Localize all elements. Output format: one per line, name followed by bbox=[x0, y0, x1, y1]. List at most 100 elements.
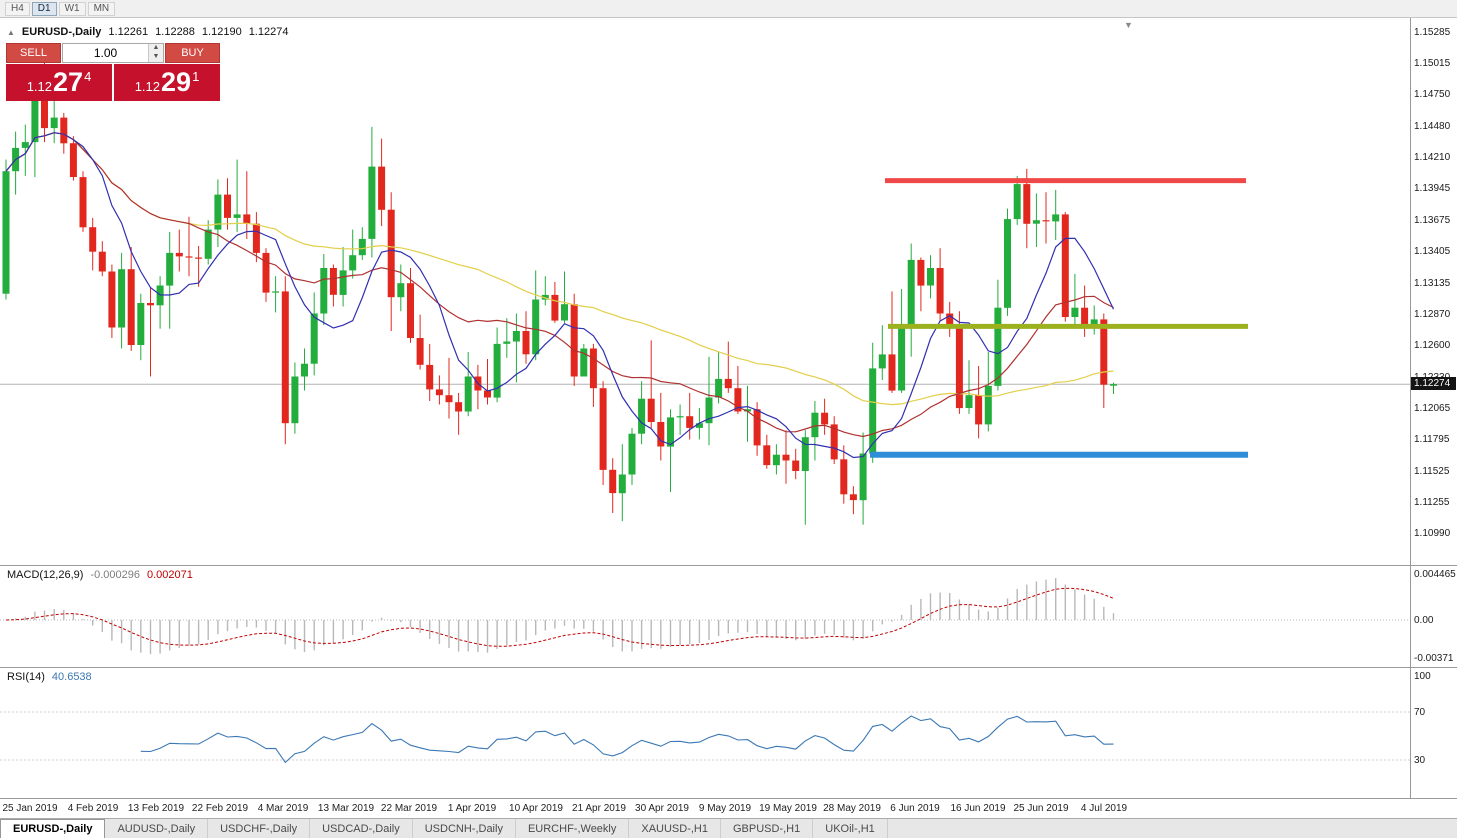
macd-chart[interactable] bbox=[0, 566, 1410, 667]
buy-button[interactable]: BUY bbox=[165, 43, 220, 63]
price-tick-label: 1.12065 bbox=[1414, 403, 1451, 414]
price-tick-label: 1.13945 bbox=[1414, 183, 1451, 194]
date-label: 22 Mar 2019 bbox=[380, 803, 438, 814]
chart-tab-gbpusd-h1[interactable]: GBPUSD-,H1 bbox=[721, 819, 814, 838]
bid-big-digits: 27 bbox=[53, 67, 84, 97]
ohlc-open: 1.12261 bbox=[108, 26, 149, 38]
date-label: 22 Feb 2019 bbox=[191, 803, 249, 814]
timeframe-button-mn[interactable]: MN bbox=[87, 1, 116, 16]
chart-shift-marker-icon[interactable]: ▼ bbox=[1124, 20, 1133, 30]
symbol-ohlc-overlay: ▲ EURUSD-,Daily 1.12261 1.12288 1.12190 … bbox=[7, 26, 288, 38]
current-price-badge: 1.12274 bbox=[1411, 377, 1456, 390]
macd-indicator-panel: MACD(12,26,9) -0.000296 0.002071 0.00446… bbox=[0, 565, 1457, 667]
date-label: 4 Jul 2019 bbox=[1080, 803, 1128, 814]
price-chart[interactable] bbox=[0, 18, 1410, 565]
macd-title: MACD(12,26,9) bbox=[7, 569, 84, 581]
rsi-title: RSI(14) bbox=[7, 671, 45, 683]
date-label: 4 Feb 2019 bbox=[67, 803, 119, 814]
chart-tab-usdchf-daily[interactable]: USDCHF-,Daily bbox=[208, 819, 311, 838]
date-label: 1 Apr 2019 bbox=[447, 803, 497, 814]
macd-histogram bbox=[14, 578, 1115, 655]
price-tick-label: 1.11525 bbox=[1414, 466, 1450, 477]
macd-tick-label: 0.00 bbox=[1414, 615, 1434, 626]
date-label: 6 Jun 2019 bbox=[890, 803, 940, 814]
chart-tab-ukoil-h1[interactable]: UKOil-,H1 bbox=[813, 819, 888, 838]
date-label: 25 Jun 2019 bbox=[1013, 803, 1069, 814]
timeframe-button-d1[interactable]: D1 bbox=[31, 1, 57, 16]
date-label: 9 May 2019 bbox=[698, 803, 752, 814]
price-tick-label: 1.11255 bbox=[1414, 497, 1450, 508]
macd-main-value: -0.000296 bbox=[90, 569, 140, 581]
ask-pipette-digit: 1 bbox=[192, 69, 200, 84]
price-tick-label: 1.12600 bbox=[1414, 340, 1451, 351]
timeframe-button-h4[interactable]: H4 bbox=[5, 1, 30, 16]
price-axis[interactable]: 1.15285 1.15015 1.14750 1.14480 1.14210 1.139… bbox=[1410, 18, 1457, 565]
timeframe-button-w1[interactable]: W1 bbox=[58, 1, 86, 16]
macd-tick-label: 0.004465 bbox=[1414, 569, 1456, 580]
price-tick-label: 1.14480 bbox=[1414, 121, 1451, 132]
price-tick-label: 1.10990 bbox=[1414, 528, 1451, 539]
volume-decrease-button[interactable]: ▼ bbox=[149, 53, 163, 62]
volume-input[interactable] bbox=[63, 44, 148, 62]
rsi-header: RSI(14) 40.6538 bbox=[7, 671, 92, 683]
buy-price-tile[interactable]: 1.12 29 1 bbox=[114, 64, 220, 101]
macd-signal-line bbox=[5, 587, 1114, 647]
date-label: 10 Apr 2019 bbox=[509, 803, 563, 814]
chart-tab-xauusd-h1[interactable]: XAUUSD-,H1 bbox=[629, 819, 721, 838]
date-label: 13 Mar 2019 bbox=[317, 803, 375, 814]
symbol-label: EURUSD-,Daily bbox=[21, 26, 102, 38]
macd-axis: 0.004465 0.00 -0.00371 bbox=[1410, 566, 1457, 667]
rsi-indicator-panel: RSI(14) 40.6538 100 70 30 bbox=[0, 667, 1457, 798]
price-tick-label: 1.14750 bbox=[1414, 89, 1451, 100]
date-axis[interactable]: 25 Jan 2019 4 Feb 2019 13 Feb 2019 22 Feb 2… bbox=[0, 798, 1457, 818]
date-label: 25 Jan 2019 bbox=[2, 803, 58, 814]
macd-header: MACD(12,26,9) -0.000296 0.002071 bbox=[7, 569, 193, 581]
ohlc-low: 1.12190 bbox=[201, 26, 242, 38]
chart-tab-usdcad-daily[interactable]: USDCAD-,Daily bbox=[310, 819, 413, 838]
rsi-chart[interactable] bbox=[0, 668, 1410, 798]
candles-layer bbox=[2, 49, 1117, 525]
rsi-tick-label: 70 bbox=[1414, 707, 1426, 718]
volume-spinner: ▲ ▼ bbox=[148, 44, 163, 62]
rsi-axis: 100 70 30 bbox=[1410, 668, 1457, 798]
chart-tab-eurchf-weekly[interactable]: EURCHF-,Weekly bbox=[516, 819, 630, 838]
bid-pipette-digit: 4 bbox=[84, 69, 92, 84]
volume-increase-button[interactable]: ▲ bbox=[149, 44, 163, 53]
ask-prefix: 1.12 bbox=[134, 79, 161, 94]
price-tick-label: 1.13675 bbox=[1414, 215, 1451, 226]
date-label: 4 Mar 2019 bbox=[257, 803, 309, 814]
date-label: 13 Feb 2019 bbox=[127, 803, 185, 814]
date-label: 16 Jun 2019 bbox=[950, 803, 1006, 814]
sell-price-tile[interactable]: 1.12 27 4 bbox=[6, 64, 112, 101]
collapse-trade-panel-icon[interactable]: ▲ bbox=[7, 27, 15, 37]
chart-tab-bar: EURUSD-,Daily AUDUSD-,Daily USDCHF-,Daily U… bbox=[0, 818, 1457, 838]
ask-big-digits: 29 bbox=[161, 67, 192, 97]
chart-tab-usdcnh-daily[interactable]: USDCNH-,Daily bbox=[413, 819, 516, 838]
price-tick-label: 1.13405 bbox=[1414, 246, 1451, 257]
main-chart-panel: 1.15285 1.15015 1.14750 1.14480 1.14210 1.139… bbox=[0, 18, 1457, 565]
price-tick-label: 1.11795 bbox=[1414, 434, 1450, 445]
ma-mid-line bbox=[5, 132, 1114, 438]
timeframe-toolbar: H4 D1 W1 MN bbox=[0, 0, 1457, 18]
bid-prefix: 1.12 bbox=[26, 79, 53, 94]
rsi-value: 40.6538 bbox=[51, 671, 92, 683]
rsi-tick-label: 100 bbox=[1414, 671, 1431, 682]
volume-control: ▲ ▼ bbox=[62, 43, 164, 63]
ohlc-close: 1.12274 bbox=[248, 26, 289, 38]
date-label: 21 Apr 2019 bbox=[572, 803, 626, 814]
price-tick-label: 1.14210 bbox=[1414, 152, 1451, 163]
price-tick-label: 1.15285 bbox=[1414, 27, 1451, 38]
chart-tab-eurusd-daily[interactable]: EURUSD-,Daily bbox=[0, 819, 106, 838]
date-label: 28 May 2019 bbox=[823, 803, 881, 814]
date-label: 30 Apr 2019 bbox=[635, 803, 689, 814]
ohlc-high: 1.12288 bbox=[155, 26, 195, 38]
chart-tab-audusd-daily[interactable]: AUDUSD-,Daily bbox=[105, 819, 209, 838]
rsi-line bbox=[140, 715, 1114, 764]
rsi-tick-label: 30 bbox=[1414, 755, 1426, 766]
date-label: 19 May 2019 bbox=[759, 803, 817, 814]
macd-tick-label: -0.00371 bbox=[1414, 653, 1454, 664]
ma-fast-line bbox=[5, 132, 1115, 459]
sell-button[interactable]: SELL bbox=[6, 43, 61, 63]
price-tick-label: 1.15015 bbox=[1414, 58, 1451, 69]
